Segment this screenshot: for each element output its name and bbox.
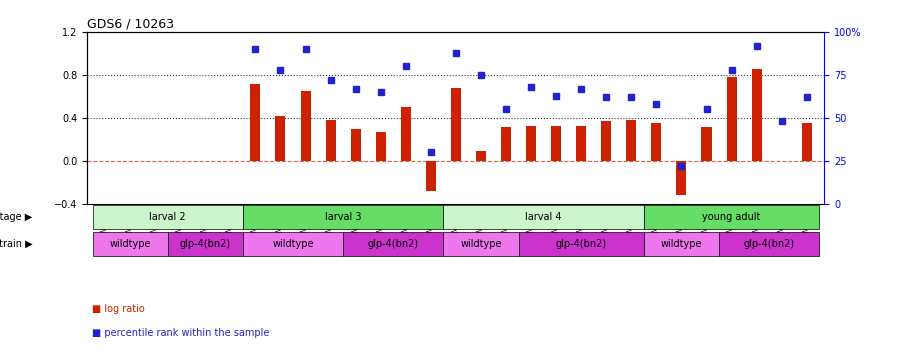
Text: GDS6 / 10263: GDS6 / 10263 [87, 18, 174, 31]
Bar [243, 205, 443, 229]
Bar [351, 129, 361, 161]
Bar [719, 232, 820, 256]
Bar [676, 161, 686, 195]
Text: ■ log ratio: ■ log ratio [92, 305, 145, 315]
Bar [326, 120, 335, 161]
Text: wildtype: wildtype [273, 239, 314, 249]
Text: wildtype: wildtype [460, 239, 502, 249]
Bar [802, 124, 811, 161]
Bar [644, 205, 820, 229]
Bar [727, 77, 737, 161]
Text: development stage ▶: development stage ▶ [0, 212, 32, 222]
Bar [92, 232, 168, 256]
Bar [168, 232, 243, 256]
Bar [376, 132, 386, 161]
Bar [551, 126, 561, 161]
Bar [251, 84, 261, 161]
Text: larval 3: larval 3 [325, 212, 361, 222]
Text: glp-4(bn2): glp-4(bn2) [555, 239, 607, 249]
Bar [300, 91, 310, 161]
Text: glp-4(bn2): glp-4(bn2) [743, 239, 795, 249]
Bar [752, 69, 762, 161]
Bar [243, 232, 344, 256]
Bar [275, 116, 286, 161]
Bar [577, 126, 586, 161]
Text: larval 4: larval 4 [525, 212, 562, 222]
Bar [451, 88, 460, 161]
Bar [443, 232, 519, 256]
Text: ■ percentile rank within the sample: ■ percentile rank within the sample [92, 328, 270, 338]
Text: wildtype: wildtype [660, 239, 702, 249]
Bar [601, 121, 612, 161]
Text: young adult: young adult [703, 212, 761, 222]
Text: glp-4(bn2): glp-4(bn2) [367, 239, 419, 249]
Text: strain ▶: strain ▶ [0, 239, 32, 249]
Bar [443, 205, 644, 229]
Text: larval 2: larval 2 [149, 212, 186, 222]
Bar [344, 232, 443, 256]
Bar [651, 124, 661, 161]
Bar [501, 127, 511, 161]
Bar [476, 151, 486, 161]
Bar [426, 161, 436, 191]
Bar [526, 126, 536, 161]
Bar [401, 107, 411, 161]
Bar [702, 127, 712, 161]
Bar [626, 120, 636, 161]
Bar [92, 205, 243, 229]
Text: wildtype: wildtype [110, 239, 151, 249]
Text: glp-4(bn2): glp-4(bn2) [180, 239, 231, 249]
Bar [644, 232, 719, 256]
Bar [519, 232, 644, 256]
